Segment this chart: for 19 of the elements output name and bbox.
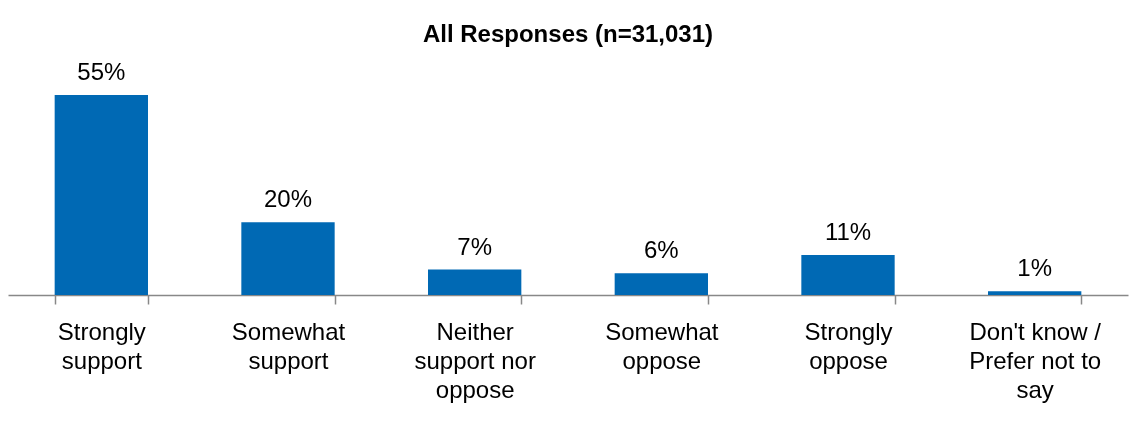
data-label: 6%	[643, 236, 679, 264]
data-label: 7%	[457, 232, 493, 260]
x-tick-label: Somewhat support	[231, 317, 346, 374]
data-label: 11%	[824, 218, 872, 245]
chart-title: All Responses (n=31,031)	[422, 20, 714, 47]
x-tick-label: Somewhat oppose	[605, 317, 719, 374]
x-tick-label: Strongly support	[57, 317, 146, 374]
x-tick-label: Don't know / Prefer not to say	[969, 317, 1102, 403]
data-label: 55%	[77, 58, 126, 85]
bar	[988, 291, 1082, 295]
x-tick-label: Strongly oppose	[804, 317, 893, 374]
bar	[54, 95, 148, 295]
data-label: 20%	[263, 185, 313, 213]
data-label: 1%	[1017, 254, 1053, 282]
x-tick-label: Neither support nor oppose	[414, 317, 536, 403]
bar	[428, 269, 522, 295]
bar	[801, 255, 895, 295]
bar	[241, 222, 335, 295]
bar	[614, 273, 708, 295]
